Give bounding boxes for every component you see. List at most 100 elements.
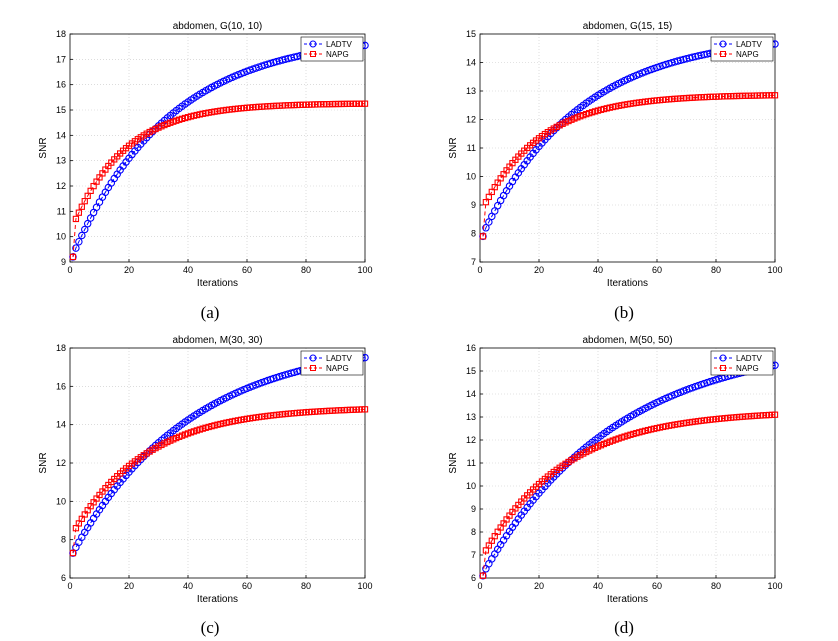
series-line-napg — [72, 103, 366, 257]
x-tick-label: 20 — [124, 265, 134, 275]
legend-marker — [719, 354, 727, 362]
plot-area — [69, 33, 366, 263]
caption-a: (a) — [200, 303, 220, 322]
y-axis-label: SNR — [448, 452, 459, 473]
series-napg — [479, 92, 779, 240]
data-point — [75, 237, 83, 246]
x-axis-label: Iterations — [197, 278, 238, 289]
series-ladtv — [479, 40, 779, 241]
y-tick-label: 12 — [56, 458, 66, 468]
series-line-ladtv — [72, 357, 366, 554]
x-tick-label: 100 — [357, 581, 372, 591]
series-napg — [69, 100, 369, 261]
y-tick-label: 15 — [466, 29, 476, 39]
data-point — [485, 193, 492, 201]
y-tick-label: 13 — [466, 412, 476, 422]
y-tick-label: 15 — [466, 366, 476, 376]
y-tick-label: 8 — [471, 229, 476, 239]
x-axis-label: Iterations — [197, 594, 238, 605]
x-tick-label: 0 — [67, 265, 72, 275]
data-point — [80, 225, 89, 234]
series-line-ladtv — [482, 43, 776, 237]
x-tick-label: 0 — [67, 581, 72, 591]
y-tick-label: 14 — [466, 58, 476, 68]
series-line-ladtv — [482, 364, 776, 576]
x-axis-label: Iterations — [607, 594, 648, 605]
legend-label-ladtv: LADTV — [736, 40, 762, 49]
y-tick-label: 13 — [56, 156, 66, 166]
y-tick-label: 16 — [466, 343, 476, 353]
y-tick-label: 9 — [471, 200, 476, 210]
y-tick-label: 10 — [56, 232, 66, 242]
data-point — [479, 572, 487, 579]
x-tick-label: 0 — [477, 265, 482, 275]
y-tick-label: 15 — [56, 105, 66, 115]
x-tick-label: 0 — [477, 581, 482, 591]
caption-d: (d) — [614, 618, 634, 637]
y-tick-label: 11 — [467, 143, 476, 153]
legend-label-napg: NAPG — [326, 364, 349, 373]
y-tick-label: 14 — [56, 420, 66, 430]
x-tick-label: 60 — [652, 265, 662, 275]
data-point — [771, 92, 779, 99]
x-tick-label: 100 — [357, 265, 372, 275]
series-napg — [479, 411, 779, 579]
y-tick-label: 10 — [466, 172, 476, 182]
data-point — [83, 219, 92, 228]
caption-c: (c) — [200, 618, 220, 637]
legend-marker — [720, 365, 726, 371]
legend-marker — [310, 365, 316, 371]
x-tick-label: 20 — [534, 581, 544, 591]
data-point — [361, 406, 369, 413]
y-tick-label: 12 — [56, 181, 66, 191]
series-line-napg — [482, 94, 776, 237]
y-tick-label: 9 — [471, 504, 476, 514]
y-tick-label: 10 — [466, 481, 476, 491]
x-tick-label: 40 — [183, 265, 193, 275]
x-tick-label: 100 — [767, 581, 782, 591]
data-point — [78, 231, 86, 240]
x-tick-label: 80 — [711, 265, 721, 275]
y-tick-label: 10 — [56, 496, 66, 506]
x-axis-label: Iterations — [607, 278, 648, 289]
y-tick-label: 14 — [466, 389, 476, 399]
x-tick-label: 80 — [301, 265, 311, 275]
y-tick-label: 8 — [471, 527, 476, 537]
chart-b: 0 20 40 60 80 100 7 8 9 10 11 12 13 14 15 abdomen, G(15… — [448, 21, 783, 289]
series-line-napg — [482, 414, 776, 576]
y-tick-label: 11 — [57, 206, 66, 216]
y-tick-label: 6 — [471, 573, 476, 583]
x-tick-label: 20 — [124, 581, 134, 591]
x-tick-label: 20 — [534, 265, 544, 275]
legend-label-napg: NAPG — [736, 364, 759, 373]
legend-label-napg: NAPG — [736, 50, 759, 59]
y-tick-label: 13 — [466, 86, 476, 96]
x-tick-label: 40 — [593, 265, 603, 275]
legend-marker — [720, 51, 726, 57]
legend-marker — [310, 51, 316, 57]
data-point — [72, 215, 80, 223]
x-tick-label: 100 — [767, 265, 782, 275]
data-point — [69, 253, 77, 261]
x-tick-label: 60 — [242, 265, 252, 275]
data-point — [771, 411, 779, 418]
data-point — [72, 244, 80, 252]
y-axis-label: SNR — [448, 137, 459, 158]
y-tick-label: 9 — [61, 257, 66, 267]
chart-title: abdomen, M(30, 30) — [172, 335, 262, 346]
caption-b: (b) — [614, 303, 634, 322]
y-axis-label: SNR — [38, 137, 49, 158]
y-tick-label: 12 — [466, 115, 476, 125]
y-tick-label: 18 — [56, 29, 66, 39]
legend-label-napg: NAPG — [326, 50, 349, 59]
series-napg — [69, 406, 369, 557]
y-tick-label: 7 — [471, 550, 476, 560]
x-tick-label: 80 — [711, 581, 721, 591]
y-tick-label: 18 — [56, 343, 66, 353]
data-point — [485, 218, 493, 226]
